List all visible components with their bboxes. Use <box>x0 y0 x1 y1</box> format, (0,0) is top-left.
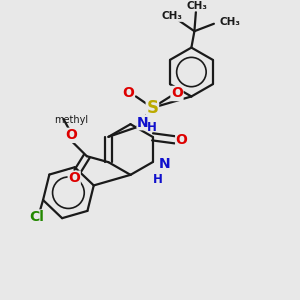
Text: H: H <box>147 121 157 134</box>
Text: O: O <box>171 86 183 100</box>
Text: S: S <box>146 99 158 117</box>
Text: CH₃: CH₃ <box>220 17 241 27</box>
Text: O: O <box>122 86 134 100</box>
Text: O: O <box>65 128 77 142</box>
Text: Cl: Cl <box>29 210 44 224</box>
Text: N: N <box>137 116 149 130</box>
Text: O: O <box>176 133 188 147</box>
Text: N: N <box>159 157 170 171</box>
Text: CH₃: CH₃ <box>187 1 208 11</box>
Text: O: O <box>68 171 80 185</box>
Text: methyl: methyl <box>54 115 88 124</box>
Text: CH₃: CH₃ <box>162 11 183 21</box>
Text: H: H <box>153 173 163 187</box>
